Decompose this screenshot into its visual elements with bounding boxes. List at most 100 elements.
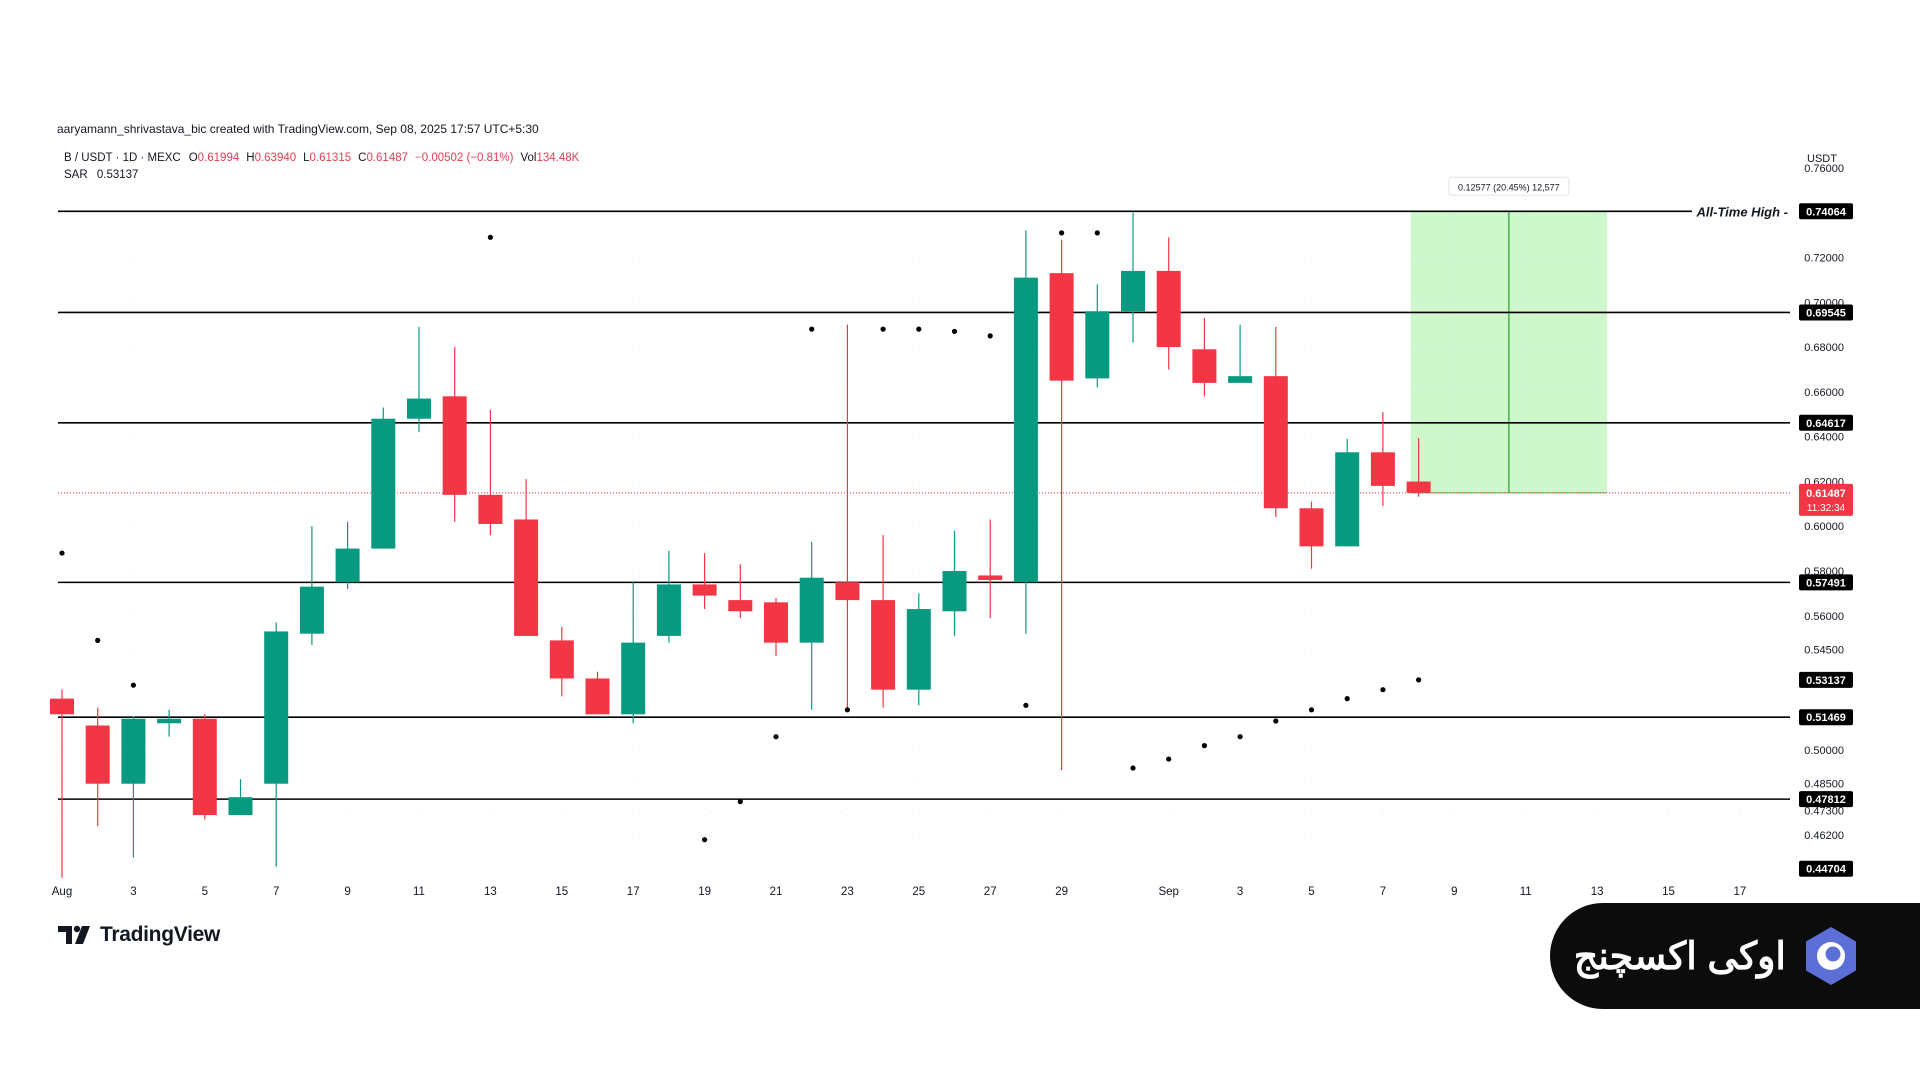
candle[interactable]: [728, 564, 753, 619]
sar-dot: [1023, 702, 1029, 708]
candle[interactable]: [264, 622, 289, 867]
y-tick-label: 0.54500: [1804, 644, 1844, 656]
candle[interactable]: [407, 326, 431, 433]
annotation-bg: [1692, 201, 1792, 222]
price-tag: 0.53137: [1806, 675, 1846, 687]
candle[interactable]: [85, 707, 110, 827]
candle[interactable]: [478, 409, 503, 536]
candle[interactable]: [764, 597, 788, 657]
candle-body: [621, 642, 646, 715]
candle[interactable]: [906, 593, 931, 706]
sar-dot: [1201, 743, 1207, 749]
x-tick-label: 25: [912, 886, 925, 898]
candle[interactable]: [514, 479, 539, 636]
sar-dot: [1094, 230, 1100, 236]
sar-dot: [916, 326, 922, 332]
candle[interactable]: [942, 530, 967, 636]
candle[interactable]: [1085, 284, 1110, 388]
candle[interactable]: [978, 519, 1003, 619]
candle-body: [1085, 311, 1110, 379]
watermark-text: اوکی اکسچنج: [1573, 935, 1786, 978]
x-tick-label: 3: [130, 886, 136, 898]
candle[interactable]: [228, 779, 253, 816]
y-tick-label: 0.64000: [1804, 432, 1844, 444]
chart-credit-line: aaryamann_shrivastava_bic created with T…: [57, 122, 539, 136]
level-price-tag: 0.64617: [1806, 418, 1846, 430]
legend-value: 0.63940: [254, 152, 297, 164]
sar-dot: [1237, 734, 1243, 740]
okex-watermark-badge: اوکی اکسچنج: [1550, 903, 1920, 1009]
candle[interactable]: [1228, 324, 1253, 383]
x-tick-label: 11: [1520, 886, 1532, 898]
x-tick-label: 27: [984, 886, 997, 898]
candle[interactable]: [549, 626, 574, 697]
candle-body: [1263, 376, 1288, 509]
candle-body: [799, 577, 824, 643]
candle[interactable]: [192, 714, 217, 820]
candle-body: [335, 548, 360, 583]
candle[interactable]: [656, 550, 681, 643]
candle[interactable]: [50, 689, 74, 878]
price-tag-bg: [1799, 860, 1853, 877]
sar-dot: [880, 326, 886, 332]
candle-body: [835, 582, 860, 601]
y-tick-label: 0.50000: [1804, 745, 1844, 757]
legend-key: O: [188, 152, 198, 164]
time-axis: Aug 3 5 7 9 11 13 15 17 19 21 23 25 27 29 Sep 3 5 7 9 11 13 15…: [52, 886, 1747, 898]
candle[interactable]: [1299, 501, 1324, 569]
candle[interactable]: [1370, 411, 1395, 507]
tradingview-logo[interactable]: TradingView: [58, 923, 220, 947]
legend-key: L: [303, 152, 310, 164]
x-tick-label: 15: [1662, 886, 1675, 898]
candle[interactable]: [835, 324, 860, 710]
candle[interactable]: [1263, 326, 1288, 518]
x-tick-label: 7: [273, 886, 279, 898]
candle[interactable]: [371, 407, 396, 549]
candle-body: [549, 640, 574, 679]
legend-value: 0.61487: [366, 152, 409, 164]
candle[interactable]: [157, 709, 182, 737]
candle[interactable]: [1192, 317, 1217, 397]
current-price-tag-bg: [1799, 483, 1853, 516]
candle[interactable]: [1156, 237, 1181, 370]
candle[interactable]: [1121, 212, 1145, 343]
candle[interactable]: [871, 535, 896, 708]
sar-dot: [951, 328, 958, 334]
level-price-tag: 0.51469: [1806, 712, 1846, 724]
candle[interactable]: [1335, 438, 1360, 547]
candle-body: [1406, 481, 1431, 493]
candle-body: [1049, 273, 1074, 381]
candle[interactable]: [1049, 239, 1074, 771]
candle-body: [978, 575, 1003, 580]
candle[interactable]: [299, 526, 324, 645]
candle-body: [264, 631, 289, 784]
y-tick-label: 0.46200: [1804, 830, 1844, 842]
sar-dot: [809, 326, 815, 332]
candle[interactable]: [335, 521, 360, 589]
candle[interactable]: [799, 541, 824, 710]
candle-body: [1156, 270, 1181, 348]
level-price-tag: 0.69545: [1806, 307, 1846, 319]
candle-body: [764, 602, 788, 643]
y-tick-label: 0.66000: [1804, 387, 1844, 399]
y-tick-label: 0.48500: [1804, 779, 1844, 791]
candle[interactable]: [585, 671, 610, 715]
sar-dot: [987, 333, 993, 339]
candle[interactable]: [1013, 230, 1038, 634]
x-tick-label: 11: [413, 886, 425, 898]
candle[interactable]: [692, 553, 717, 610]
candle[interactable]: [121, 716, 146, 858]
candle-body: [157, 718, 182, 724]
candle[interactable]: [1406, 437, 1431, 497]
okex-logo-icon: [1806, 927, 1856, 985]
level-price-tag-bg: [1799, 414, 1853, 431]
candles: [50, 212, 1431, 878]
symbol-label[interactable]: B / USDT · 1D · MEXC: [64, 152, 181, 164]
currency-label: USDT: [1807, 153, 1837, 165]
y-tick-label: 0.60000: [1804, 521, 1844, 533]
candle[interactable]: [442, 347, 467, 522]
x-tick-label: 9: [1451, 886, 1457, 898]
y-tick-label: 0.56000: [1804, 611, 1844, 623]
candle[interactable]: [621, 582, 646, 724]
